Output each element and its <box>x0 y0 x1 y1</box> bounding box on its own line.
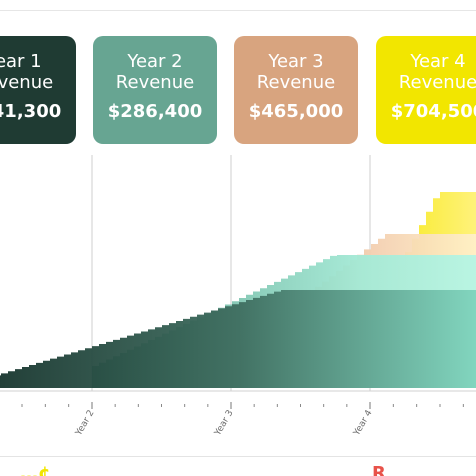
x-tick-label: Year 4 <box>352 408 375 438</box>
top-border <box>0 10 476 11</box>
card-label-line2: Revenue <box>115 72 195 93</box>
year-2-revenue-card: Year 2 Revenue $286,400 <box>93 36 217 144</box>
card-label-line2: Revenue <box>256 72 336 93</box>
year-3-revenue-card: Year 3 Revenue $465,000 <box>234 36 358 144</box>
card-value: $704,500 <box>390 101 476 122</box>
card-value: $141,300 <box>0 101 62 122</box>
chart-ticks: Year 2 Year 3 Year 4 <box>21 402 464 439</box>
year-1-revenue-card: Year 1 Revenue $141,300 <box>0 36 76 144</box>
card-label-line1: Year 4 <box>410 51 466 72</box>
year-4-revenue-card: Year 4 Revenue $704,500 <box>376 36 476 144</box>
footer-peek-right: R <box>372 463 386 476</box>
section-divider <box>0 456 476 457</box>
card-label-line1: Year 1 <box>0 51 42 72</box>
area-series-1 <box>0 290 476 388</box>
x-tick-label: Year 3 <box>213 409 236 439</box>
x-tick-label: Year 2 <box>74 409 97 439</box>
card-label-line2: Revenue <box>398 72 476 93</box>
card-value: $465,000 <box>248 101 344 122</box>
card-label-line2: Revenue <box>0 72 54 93</box>
card-label-line1: Year 3 <box>268 51 324 72</box>
chart-areas <box>0 192 476 388</box>
card-label-line1: Year 2 <box>127 51 183 72</box>
footer-peek-left: …¢ <box>20 463 51 476</box>
card-value: $286,400 <box>107 101 203 122</box>
